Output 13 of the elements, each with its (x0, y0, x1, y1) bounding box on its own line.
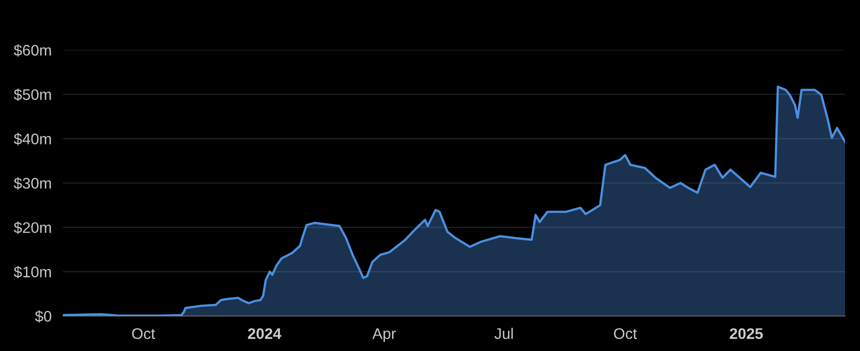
x-tick-label: 2024 (248, 328, 282, 340)
y-tick-label: $20m (14, 222, 51, 234)
y-tick-label: $30m (14, 177, 51, 190)
y-tick-label: $10m (14, 266, 51, 278)
x-tick-label: Oct (614, 328, 637, 340)
y-tick-label: $0 (35, 310, 52, 323)
x-tick-label: Apr (372, 328, 396, 342)
y-tick-label: $40m (14, 132, 51, 146)
x-tick-label: Jul (494, 328, 513, 340)
x-tick-label: Oct (132, 328, 156, 340)
y-tick-label: $60m (14, 44, 51, 57)
x-tick-label: 2025 (730, 328, 763, 340)
y-tick-label: $50m (14, 88, 51, 101)
